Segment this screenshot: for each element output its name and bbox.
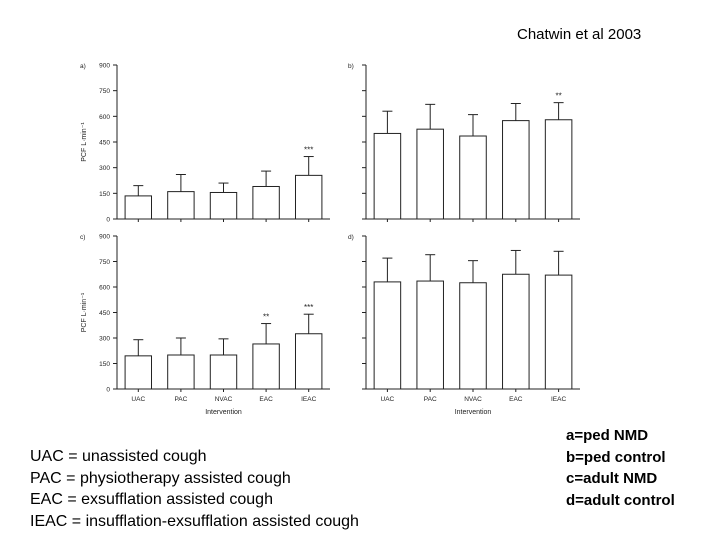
abbreviation-uac: UAC = unassisted cough [30, 448, 207, 465]
bar [502, 120, 530, 220]
x-tick-label: IEAC [301, 396, 316, 403]
y-tick-label: 600 [99, 114, 110, 121]
bar [416, 128, 444, 220]
x-axis-title: Intervention [455, 409, 492, 416]
y-tick-label: 0 [106, 217, 110, 224]
x-tick-label: NVAC [215, 396, 233, 403]
y-tick-label: 300 [99, 165, 110, 172]
panel-legend: a=ped NMD b=ped control c=adult NMD d=ad… [566, 425, 675, 511]
x-tick-label: NVAC [464, 396, 482, 403]
bar [544, 119, 573, 220]
bar [373, 132, 402, 220]
x-tick-label: EAC [509, 396, 523, 403]
panel-label: c) [80, 234, 85, 241]
x-tick-label: PAC [174, 396, 187, 403]
y-tick-label: 150 [99, 191, 110, 198]
abbreviation-legend: UAC = unassisted cough PAC = physiothera… [30, 446, 359, 532]
panel-legend-d: d=adult control [566, 491, 675, 509]
bar [459, 135, 487, 220]
bar [209, 191, 238, 220]
bar [252, 343, 280, 390]
y-tick-label: 150 [99, 361, 110, 368]
y-tick-label: 750 [99, 259, 110, 266]
source-citation: Chatwin et al 2003 [517, 26, 642, 43]
x-tick-label: PAC [424, 396, 437, 403]
bar [209, 354, 238, 390]
y-axis-title: PCF L·min⁻¹ [81, 292, 88, 332]
y-tick-label: 900 [99, 234, 110, 241]
y-tick-label: 450 [99, 140, 110, 147]
bar [167, 354, 195, 390]
bar [294, 333, 323, 390]
bar [124, 195, 153, 220]
y-tick-label: 300 [99, 336, 110, 343]
significance-marker: ** [555, 92, 561, 101]
bar [294, 174, 323, 220]
y-tick-label: 0 [106, 387, 110, 394]
panel-legend-b: b=ped control [566, 448, 666, 466]
panel-label: b) [348, 63, 354, 70]
significance-marker: *** [304, 303, 313, 312]
bar [167, 191, 195, 220]
significance-marker: ** [263, 313, 269, 322]
bar [373, 281, 402, 390]
bar [544, 274, 573, 390]
abbreviation-eac: EAC = exsufflation assisted cough [30, 491, 273, 508]
x-axis-title: Intervention [205, 409, 242, 416]
panel-legend-a: a=ped NMD [566, 427, 649, 444]
panel-legend-c: c=adult NMD [566, 470, 658, 487]
panel-label: d) [348, 234, 354, 241]
bar [502, 273, 530, 390]
x-tick-label: IEAC [551, 396, 566, 403]
panel-label: a) [80, 63, 86, 70]
abbreviation-ieac: IEAC = insufflation-exsufflation assiste… [30, 512, 359, 530]
y-tick-label: 900 [99, 63, 110, 70]
y-axis-title: PCF L·min⁻¹ [81, 122, 88, 162]
significance-marker: *** [304, 146, 313, 155]
x-tick-label: UAC [381, 396, 395, 403]
y-tick-label: 600 [99, 285, 110, 292]
x-tick-label: UAC [131, 396, 145, 403]
bar [459, 282, 487, 390]
x-tick-label: EAC [259, 396, 273, 403]
y-tick-label: 450 [99, 310, 110, 317]
bar [124, 355, 153, 390]
y-tick-label: 750 [99, 88, 110, 95]
bar [416, 280, 444, 390]
bar [252, 185, 280, 220]
abbreviation-pac: PAC = physiotherapy assisted cough [30, 469, 291, 487]
